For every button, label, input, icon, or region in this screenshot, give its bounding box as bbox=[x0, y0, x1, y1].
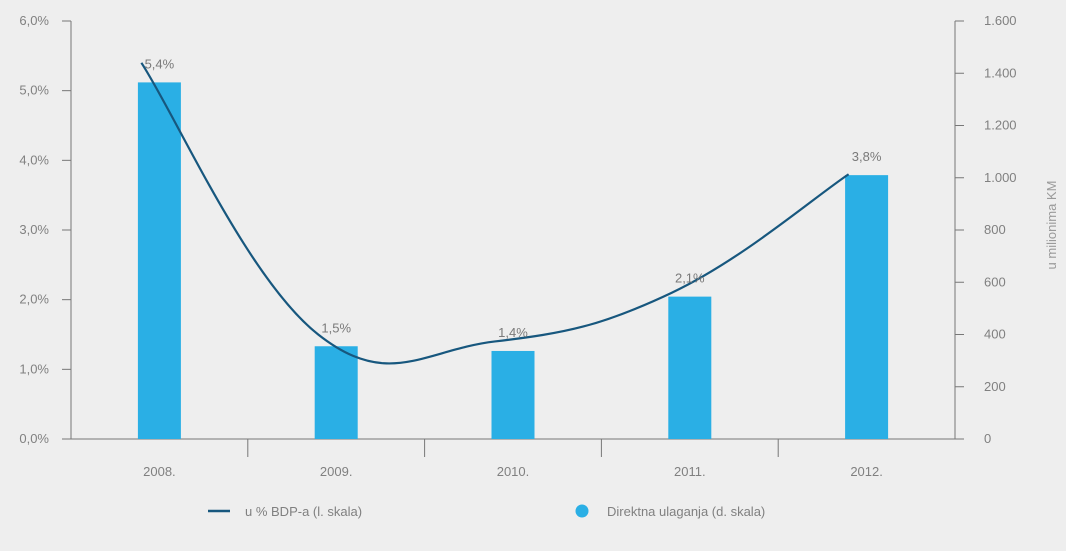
right-tick-label: 200 bbox=[984, 379, 1006, 394]
bar-series bbox=[137, 82, 889, 440]
x-tick-label: 2008. bbox=[143, 464, 176, 479]
legend-label: Direktna ulaganja (d. skala) bbox=[607, 504, 765, 519]
legend-label: u % BDP-a (l. skala) bbox=[245, 504, 362, 519]
left-tick-label: 0,0% bbox=[19, 431, 49, 446]
bar bbox=[314, 346, 358, 439]
data-label: 2,1% bbox=[675, 271, 705, 286]
left-tick-label: 5,0% bbox=[19, 83, 49, 98]
right-tick-label: 600 bbox=[984, 274, 1006, 289]
x-tick-label: 2011. bbox=[674, 464, 706, 479]
right-tick-label: 400 bbox=[984, 327, 1006, 342]
right-tick-label: 1.400 bbox=[984, 65, 1017, 80]
data-labels: 5,4% 1,5% 1,4% 2,1% 3,8% bbox=[145, 56, 882, 340]
right-axis: 0 200 400 600 800 1.000 1.200 1.400 1.600 bbox=[954, 13, 1017, 446]
x-axis: 2008. 2009. 2010. 2011. 2012. bbox=[71, 438, 955, 479]
right-axis-label: u milionima KM bbox=[1044, 181, 1059, 270]
bar bbox=[668, 296, 712, 439]
right-tick-label: 1.000 bbox=[984, 170, 1017, 185]
left-tick-label: 2,0% bbox=[19, 292, 49, 307]
right-tick-label: 1.200 bbox=[984, 118, 1017, 133]
right-tick-label: 1.600 bbox=[984, 13, 1017, 28]
x-tick-label: 2010. bbox=[497, 464, 530, 479]
right-tick-label: 0 bbox=[984, 431, 991, 446]
legend-dot-marker bbox=[575, 504, 589, 518]
bar bbox=[491, 350, 535, 439]
data-label: 3,8% bbox=[852, 149, 882, 164]
x-tick-label: 2009. bbox=[320, 464, 353, 479]
line-path bbox=[140, 62, 850, 365]
right-tick-label: 800 bbox=[984, 222, 1006, 237]
bar bbox=[137, 82, 181, 440]
left-tick-label: 3,0% bbox=[19, 222, 49, 237]
legend: u % BDP-a (l. skala) Direktna ulaganja (d… bbox=[208, 504, 765, 519]
left-tick-label: 1,0% bbox=[19, 361, 49, 376]
data-label: 5,4% bbox=[145, 56, 175, 71]
left-tick-label: 6,0% bbox=[19, 13, 49, 28]
left-tick-label: 4,0% bbox=[19, 152, 49, 167]
data-label: 1,4% bbox=[498, 325, 528, 340]
data-label: 1,5% bbox=[321, 320, 351, 335]
bar bbox=[845, 175, 889, 439]
x-tick-label: 2012. bbox=[850, 464, 883, 479]
left-axis: 0,0% 1,0% 2,0% 3,0% 4,0% 5,0% 6,0% bbox=[19, 13, 72, 446]
line-series bbox=[140, 62, 850, 365]
